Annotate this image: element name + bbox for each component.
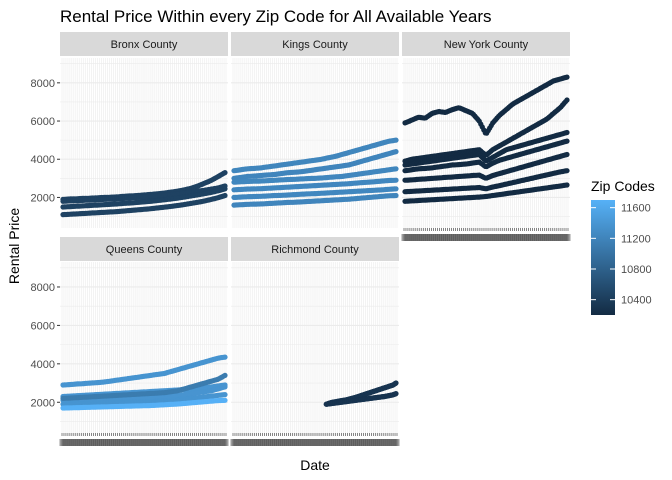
data-point [222,354,228,360]
facet-panel-queens-county: Queens County 2000 4000 6000 8000 [31,237,229,446]
y-tick-label: 6000 [31,320,55,332]
data-point [393,186,399,192]
panel-background [231,262,399,433]
facet-panels: Bronx County 2000 4000 6000 8000 Kings County… [31,32,571,446]
series-zip-11226 [231,166,399,185]
x-tick-label [394,439,400,446]
data-point [222,392,228,398]
data-point [222,384,228,390]
y-tick-label: 8000 [31,282,55,294]
data-point [222,170,228,176]
series-zip-11215 [231,137,399,174]
data-point [393,391,399,397]
legend-ticks: 10400 10800 11200 11600 [591,203,652,307]
data-point [393,380,399,386]
data-point [222,186,228,192]
facet-strip-label: Richmond County [271,244,359,256]
facet-strip-label: Kings County [282,39,348,51]
data-point [393,177,399,183]
series-zip-11691 [60,397,228,411]
series-zip-10011 [402,129,570,168]
y-tick-label: 2000 [31,397,55,409]
y-axis-label: Rental Price [6,208,22,284]
series-zip-10458 [60,192,228,218]
data-point [564,138,570,144]
y-tick-label: 2000 [31,192,55,204]
facet-strip [60,237,228,261]
data-point [564,129,570,136]
facet-strip-label: Queens County [106,244,183,256]
series-zip-11211 [231,149,399,181]
y-tick-label: 4000 [31,154,55,166]
data-point [222,397,228,403]
x-tick-label [565,234,571,241]
facet-strip [402,32,570,56]
series-zip-10034 [402,182,570,204]
series-zip-10013 [402,74,570,136]
facet-strip [60,32,228,56]
data-point [393,149,399,155]
data-point [564,97,570,103]
legend-tick-label: 10800 [621,264,652,276]
legend-tick-label: 11200 [621,233,651,245]
x-tick-labels [59,433,229,446]
series-zip-10462 [60,183,228,204]
facet-strip-label: Bronx County [111,39,178,51]
data-point [393,137,399,143]
data-point [564,182,570,188]
facet-panel-kings-county: Kings County [231,32,399,228]
facet-strip-label: New York County [444,39,529,51]
series-zip-10016 [402,138,570,174]
x-tick-labels [401,228,571,241]
y-tick-label: 6000 [31,116,55,128]
series-zip-11104 [60,372,228,401]
series-zip-10007 [402,97,570,164]
series-zip-10025 [402,151,570,183]
data-point [393,192,399,199]
y-tick-label: 4000 [31,359,55,371]
series-zip-11372 [60,392,228,407]
data-point [564,74,570,80]
series-zip-10031 [402,168,570,195]
y-tick-label: 8000 [31,78,55,90]
legend: Zip Codes 10400 10800 11200 11600 [591,178,655,315]
facet-panel-bronx-county: Bronx County 2000 4000 6000 8000 [31,32,228,228]
data-point [222,192,228,199]
data-point [564,151,570,158]
series-zip-11375 [60,354,228,388]
chart-title: Rental Price Within every Zip Code for A… [60,7,492,26]
legend-tick-label: 11600 [621,203,651,215]
series-zip-11235 [231,177,399,193]
facet-strip [231,32,399,56]
series-zip-11230 [231,186,399,200]
legend-color-bar [591,200,615,315]
facet-strip [231,237,399,261]
x-tick-label [223,439,229,446]
series-zip-11209 [231,192,399,208]
data-point [564,168,570,174]
legend-tick-label: 10400 [621,295,652,307]
data-point [393,166,399,172]
facet-panel-new-york-county: New York County [401,32,571,241]
x-axis-label: Date [300,457,330,473]
legend-title: Zip Codes [591,178,655,194]
x-tick-labels [230,433,400,446]
data-point [222,372,228,378]
facet-panel-richmond-county: Richmond County [230,237,400,446]
series-zip-10306 [323,391,399,407]
series-zip-10455 [60,186,228,210]
